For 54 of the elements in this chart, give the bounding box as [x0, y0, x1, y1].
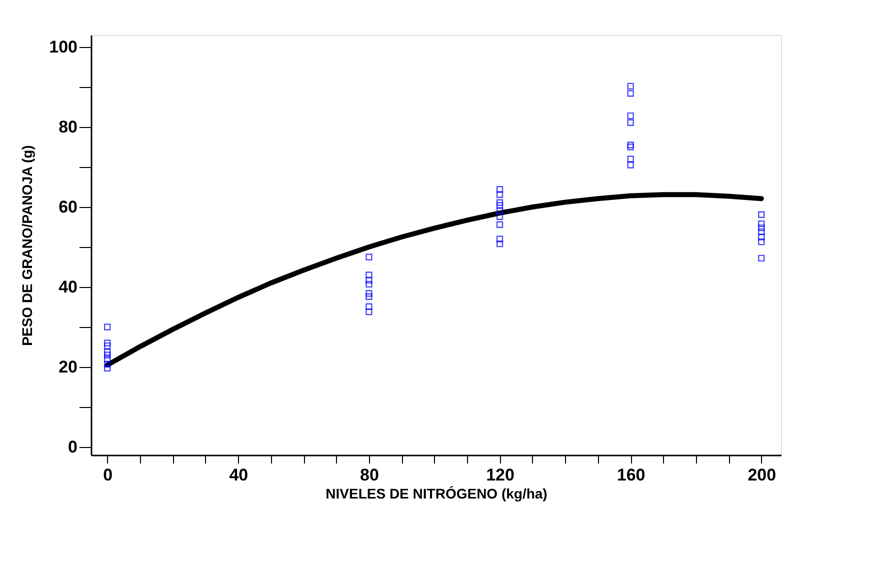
point [627, 162, 634, 168]
point [627, 142, 634, 148]
x-tick-label: 200 [748, 466, 776, 484]
y-tick-label: 20 [58, 358, 78, 376]
y-axis-title: PESO DE GRANO/PANOJA (g) [19, 145, 36, 346]
point [758, 228, 765, 236]
y-tick-label: 80 [58, 118, 78, 136]
point [627, 82, 634, 90]
point [758, 224, 765, 232]
point [366, 272, 372, 278]
point [366, 290, 372, 297]
point [366, 293, 372, 300]
point [366, 308, 372, 316]
point [758, 254, 765, 262]
point [104, 352, 111, 358]
point [496, 236, 504, 242]
point [104, 348, 111, 356]
point [627, 119, 634, 126]
point [758, 234, 765, 240]
point [496, 186, 504, 193]
x-axis-title: NIVELES DE NITRÓGENO (kg/ha) [326, 486, 548, 502]
point [496, 199, 504, 206]
x-tick-label: 80 [360, 466, 379, 484]
x-tick-label: 0 [103, 466, 113, 484]
point [366, 280, 372, 288]
point [104, 364, 111, 372]
point [496, 240, 504, 248]
x-tick-label: 40 [229, 466, 248, 484]
point [627, 90, 634, 97]
point [104, 356, 111, 362]
point [496, 213, 504, 220]
point [627, 144, 634, 150]
point [496, 202, 504, 209]
point [496, 221, 504, 228]
point [496, 191, 504, 198]
point [104, 360, 111, 368]
x-tick-label: 160 [616, 466, 646, 484]
point [366, 303, 372, 310]
point [627, 156, 634, 162]
x-tick-label: 120 [486, 466, 514, 484]
point [758, 211, 765, 218]
y-tick-label: 60 [58, 198, 78, 216]
y-tick-label: 0 [68, 438, 78, 456]
point [104, 324, 111, 330]
point [496, 207, 504, 214]
y-tick-label: 40 [58, 278, 78, 296]
point [366, 254, 372, 260]
point [104, 342, 111, 350]
y-tick-label: 100 [49, 38, 78, 56]
point [758, 238, 765, 246]
point [366, 276, 372, 284]
point [627, 112, 634, 120]
point [104, 340, 111, 346]
point [758, 220, 765, 228]
